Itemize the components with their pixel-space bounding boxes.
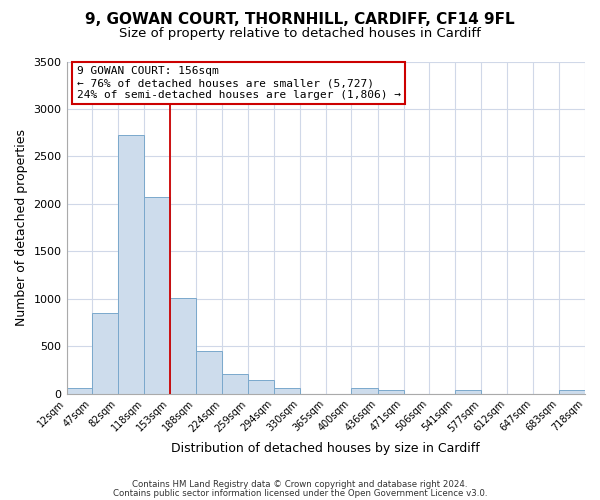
Text: 9, GOWAN COURT, THORNHILL, CARDIFF, CF14 9FL: 9, GOWAN COURT, THORNHILL, CARDIFF, CF14… [85, 12, 515, 28]
Bar [378, 390, 404, 394]
Bar [222, 374, 248, 394]
Bar [274, 388, 300, 394]
Bar [196, 350, 222, 394]
Bar [559, 390, 585, 394]
Bar [67, 388, 92, 394]
Bar [92, 312, 118, 394]
Bar [352, 388, 378, 394]
Bar [455, 390, 481, 394]
X-axis label: Distribution of detached houses by size in Cardiff: Distribution of detached houses by size … [172, 442, 480, 455]
Bar [118, 134, 145, 394]
Bar [170, 298, 196, 394]
Text: Contains HM Land Registry data © Crown copyright and database right 2024.: Contains HM Land Registry data © Crown c… [132, 480, 468, 489]
Text: Size of property relative to detached houses in Cardiff: Size of property relative to detached ho… [119, 28, 481, 40]
Bar [145, 197, 170, 394]
Y-axis label: Number of detached properties: Number of detached properties [15, 129, 28, 326]
Bar [248, 380, 274, 394]
Text: 9 GOWAN COURT: 156sqm
← 76% of detached houses are smaller (5,727)
24% of semi-d: 9 GOWAN COURT: 156sqm ← 76% of detached … [77, 66, 401, 100]
Text: Contains public sector information licensed under the Open Government Licence v3: Contains public sector information licen… [113, 489, 487, 498]
